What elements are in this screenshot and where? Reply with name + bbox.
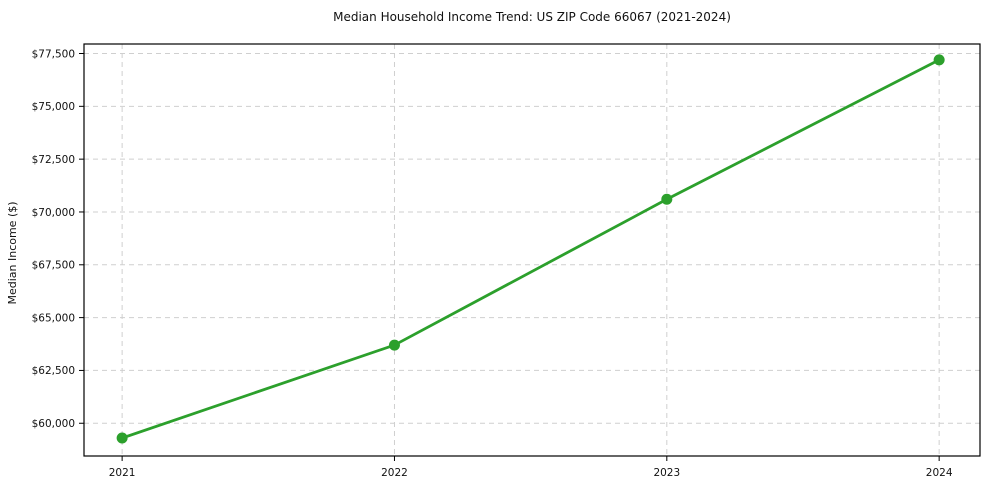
x-tick-label: 2023 — [653, 467, 680, 479]
chart-title: Median Household Income Trend: US ZIP Co… — [333, 10, 731, 24]
data-point-2024 — [933, 54, 945, 66]
y-tick-label: $60,000 — [32, 418, 75, 430]
data-point-2022 — [388, 339, 400, 351]
gridlines — [84, 44, 980, 456]
income-trend-line — [120, 58, 941, 440]
x-tick-label: 2024 — [926, 467, 953, 479]
data-point-2023 — [661, 193, 673, 205]
y-tick-label: $62,500 — [32, 365, 75, 377]
income-series — [116, 54, 945, 444]
x-tick-label: 2021 — [109, 467, 136, 479]
plot-border — [83, 43, 981, 457]
y-tick-label: $67,500 — [32, 260, 75, 272]
y-axis-label: Median Income ($) — [6, 201, 19, 304]
data-point-2021 — [116, 432, 128, 444]
y-tick-label: $72,500 — [32, 154, 75, 166]
tick-labels: $60,000 $62,500 $65,000 $67,500 $70,000 $72,5… — [32, 48, 953, 479]
y-tick-label: $77,500 — [32, 48, 75, 60]
x-tick-label: 2022 — [381, 467, 408, 479]
axes — [79, 43, 981, 461]
y-tick-label: $75,000 — [32, 101, 75, 113]
y-tick-label: $70,000 — [32, 207, 75, 219]
y-tick-label: $65,000 — [32, 312, 75, 324]
